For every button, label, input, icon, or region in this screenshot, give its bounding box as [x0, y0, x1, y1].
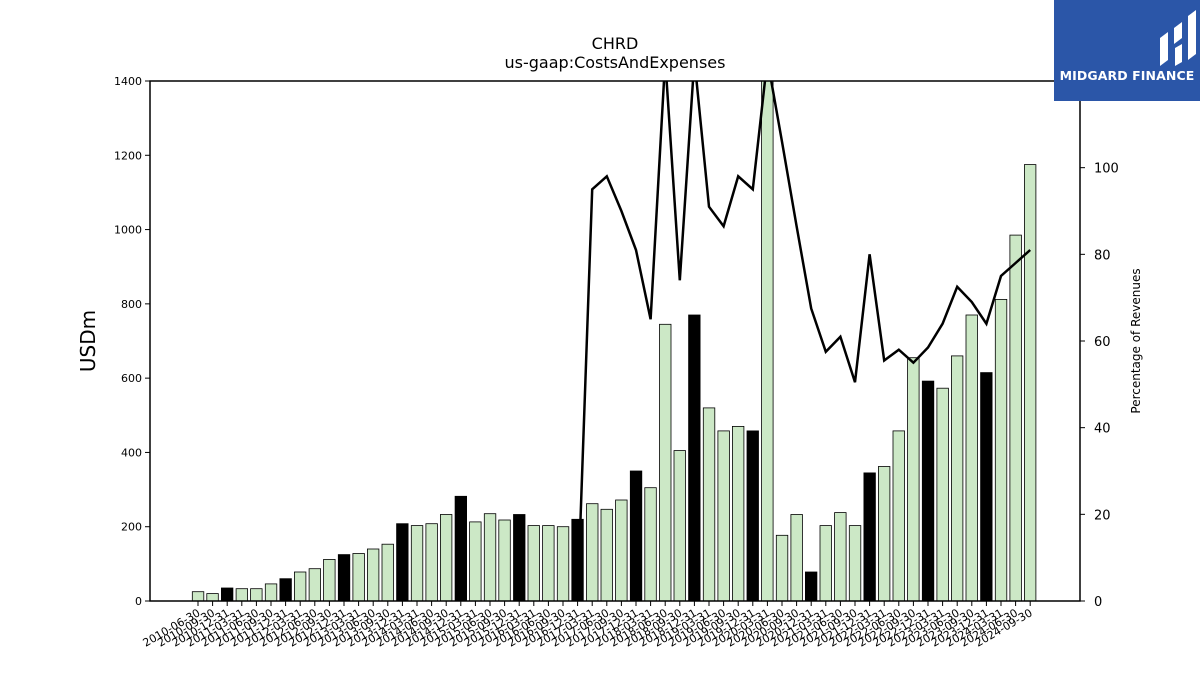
bar: [615, 499, 628, 602]
chart-title: CHRD: [592, 34, 639, 53]
bar: [878, 466, 891, 602]
y-tick-labels: 0 200 400 600 800 1000 1200 1400: [114, 75, 150, 608]
bar: [688, 314, 701, 602]
bar: [907, 357, 920, 602]
bar: [790, 514, 803, 602]
bar: [863, 472, 876, 602]
bar: [629, 470, 643, 602]
bar: [892, 430, 905, 602]
bar: [366, 548, 380, 602]
bar: [834, 512, 847, 602]
y2-tick-labels: 0 20 40 60 80 100: [1080, 162, 1119, 610]
bar: [848, 525, 862, 602]
bar: [586, 503, 599, 602]
bar: [410, 525, 424, 602]
bar: [396, 523, 409, 602]
bar: [717, 430, 730, 602]
bar: [191, 591, 205, 602]
y2-tick-label: 100: [1094, 162, 1119, 177]
bar: [439, 514, 453, 602]
y2-tick-label: 20: [1094, 508, 1111, 523]
x-tick-labels: 2010-06-302010-09-302010-12-312011-03-31…: [141, 601, 1035, 650]
y-tick-label: 600: [121, 372, 142, 385]
brand-mark-icon: [1160, 10, 1196, 66]
y-tick-label: 400: [121, 446, 142, 459]
bar: [323, 559, 336, 602]
y-tick-label: 800: [121, 298, 142, 311]
y2-tick-label: 0: [1094, 595, 1102, 610]
bar: [805, 571, 818, 602]
brand-logo: MIDGARD FINANCE: [1054, 0, 1200, 101]
bar: [220, 587, 234, 602]
bar: [965, 314, 978, 602]
brand-name: MIDGARD FINANCE: [1059, 68, 1195, 83]
bar: [293, 571, 307, 602]
bar: [775, 534, 789, 602]
y-tick-label: 1400: [114, 75, 142, 88]
bar: [644, 487, 657, 602]
bar: [702, 407, 716, 602]
bar: [250, 588, 263, 602]
bar: [761, 80, 774, 602]
bar: [454, 495, 468, 602]
bar: [513, 514, 526, 602]
bar: [556, 526, 570, 602]
y2-tick-label: 80: [1094, 248, 1111, 263]
bar: [381, 543, 394, 602]
bar: [1009, 234, 1022, 602]
y2-tick-label: 40: [1094, 422, 1111, 437]
bar: [542, 525, 555, 602]
bar: [951, 355, 964, 602]
y-tick-label: 0: [135, 595, 142, 608]
bar: [732, 425, 745, 602]
bar: [819, 525, 832, 602]
y-tick-label: 1200: [114, 149, 142, 162]
bar: [1024, 164, 1037, 602]
y2-tick-label: 60: [1094, 335, 1111, 350]
y2-axis-label: Percentage of Revenues: [1129, 268, 1143, 413]
bar: [425, 523, 438, 602]
bar: [659, 323, 672, 602]
plot-frame: [149, 80, 1081, 602]
bar: [308, 568, 322, 602]
y-axis-label: USDm: [76, 310, 100, 372]
bar: [469, 521, 482, 602]
bar: [527, 525, 540, 602]
bar: [936, 387, 949, 602]
bar: [206, 593, 219, 602]
bar: [994, 298, 1008, 602]
bar: [337, 554, 351, 602]
chart-subtitle: us-gaap:CostsAndExpenses: [505, 53, 726, 72]
bar: [921, 380, 935, 602]
bar: [746, 430, 759, 602]
bar: [600, 508, 613, 602]
bar: [483, 513, 497, 602]
percentage-line-group: [576, 81, 1032, 601]
y-tick-label: 200: [121, 521, 142, 534]
bar: [673, 450, 686, 602]
bar: [235, 588, 249, 602]
percentage-line: [576, 81, 1032, 601]
bar: [264, 583, 278, 602]
bar: [980, 372, 993, 602]
bar: [279, 578, 292, 602]
bars-group: [191, 80, 1037, 602]
bar: [352, 553, 365, 602]
bar: [498, 519, 511, 602]
y-tick-label: 1000: [114, 224, 142, 237]
